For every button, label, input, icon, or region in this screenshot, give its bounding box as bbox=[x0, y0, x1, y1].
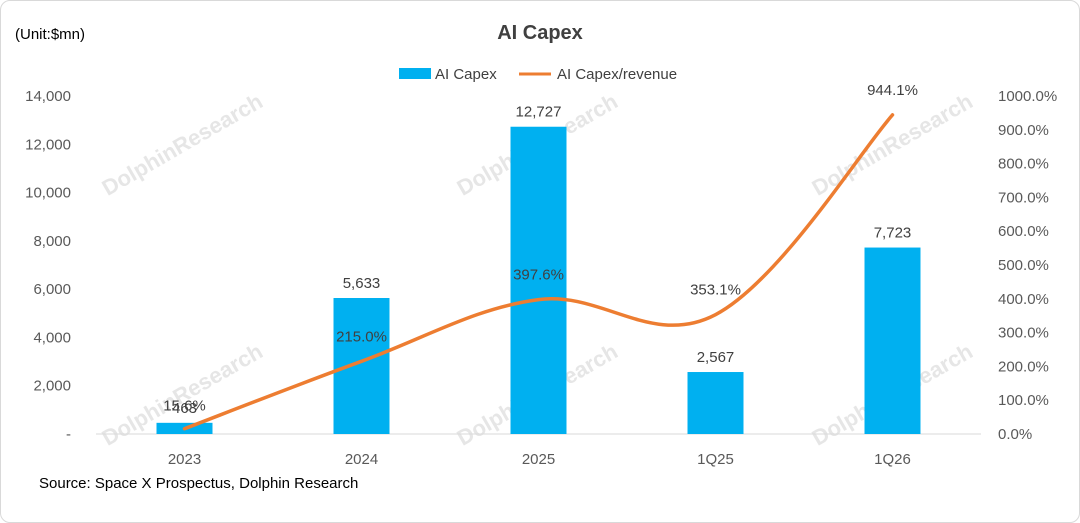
line-value-label: 944.1% bbox=[867, 82, 918, 99]
y-right-tick-label: 100.0% bbox=[998, 392, 1049, 409]
y-right-tick-label: 1000.0% bbox=[998, 88, 1057, 105]
legend: AI Capex AI Capex/revenue bbox=[399, 66, 677, 83]
bar bbox=[510, 126, 567, 434]
x-tick-label: 2024 bbox=[345, 451, 378, 468]
y-right-tick-label: 600.0% bbox=[998, 223, 1049, 240]
chart-title: AI Capex bbox=[497, 22, 583, 44]
bar-value-label: 5,633 bbox=[343, 275, 381, 292]
y-left-tick-label: - bbox=[66, 426, 71, 443]
bar-value-label: 12,727 bbox=[516, 104, 562, 121]
bar bbox=[687, 372, 744, 434]
y-left-tick-label: 6,000 bbox=[33, 281, 71, 298]
legend-swatch-bar bbox=[399, 68, 431, 79]
legend-label-bar: AI Capex bbox=[435, 66, 497, 83]
x-tick-label: 2023 bbox=[168, 451, 201, 468]
bar-value-label: 463 bbox=[172, 400, 197, 417]
line-layer bbox=[182, 113, 895, 431]
line-value-label: 397.6% bbox=[513, 267, 564, 284]
x-tick-label: 2025 bbox=[522, 451, 555, 468]
legend-label-line: AI Capex/revenue bbox=[557, 66, 677, 83]
y-left-tick-label: 10,000 bbox=[25, 185, 71, 202]
y-left-tick-label: 12,000 bbox=[25, 136, 71, 153]
y-right-tick-label: 500.0% bbox=[998, 257, 1049, 274]
x-tick-label: 1Q25 bbox=[697, 451, 734, 468]
axes-layer: - 2,000 4,000 6,000 8,000 10,000 12,000 14,000 0… bbox=[25, 88, 1057, 468]
y-right-tick-label: 0.0% bbox=[998, 426, 1032, 443]
x-tick-label: 1Q26 bbox=[874, 451, 911, 468]
bar bbox=[333, 298, 390, 434]
line-value-label: 15.6% bbox=[163, 398, 206, 415]
data-labels-layer: 463 5,633 12,727 2,567 7,723 15.6% 215.0% 397.6… bbox=[163, 82, 918, 417]
y-left-tick-label: 14,000 bbox=[25, 88, 71, 105]
watermark-text: DolphinResearch bbox=[98, 88, 267, 200]
source-note: Source: Space X Prospectus, Dolphin Rese… bbox=[39, 475, 358, 492]
series-line bbox=[182, 113, 895, 431]
y-right-tick-label: 800.0% bbox=[998, 156, 1049, 173]
y-left-tick-label: 4,000 bbox=[33, 329, 71, 346]
bar-value-label: 2,567 bbox=[697, 349, 735, 366]
line-value-label: 215.0% bbox=[336, 328, 387, 345]
y-right-tick-label: 300.0% bbox=[998, 325, 1049, 342]
watermark-text: DolphinResearch bbox=[808, 88, 977, 200]
bar bbox=[864, 247, 921, 434]
bar-value-label: 7,723 bbox=[874, 225, 912, 242]
y-right-tick-label: 700.0% bbox=[998, 189, 1049, 206]
y-left-tick-label: 8,000 bbox=[33, 233, 71, 250]
y-right-tick-label: 400.0% bbox=[998, 291, 1049, 308]
y-right-tick-label: 200.0% bbox=[998, 358, 1049, 375]
bars-layer bbox=[156, 126, 921, 434]
line-value-label: 353.1% bbox=[690, 282, 741, 299]
y-left-tick-label: 2,000 bbox=[33, 378, 71, 395]
y-right-tick-label: 900.0% bbox=[998, 122, 1049, 139]
unit-label: (Unit:$mn) bbox=[15, 26, 85, 43]
